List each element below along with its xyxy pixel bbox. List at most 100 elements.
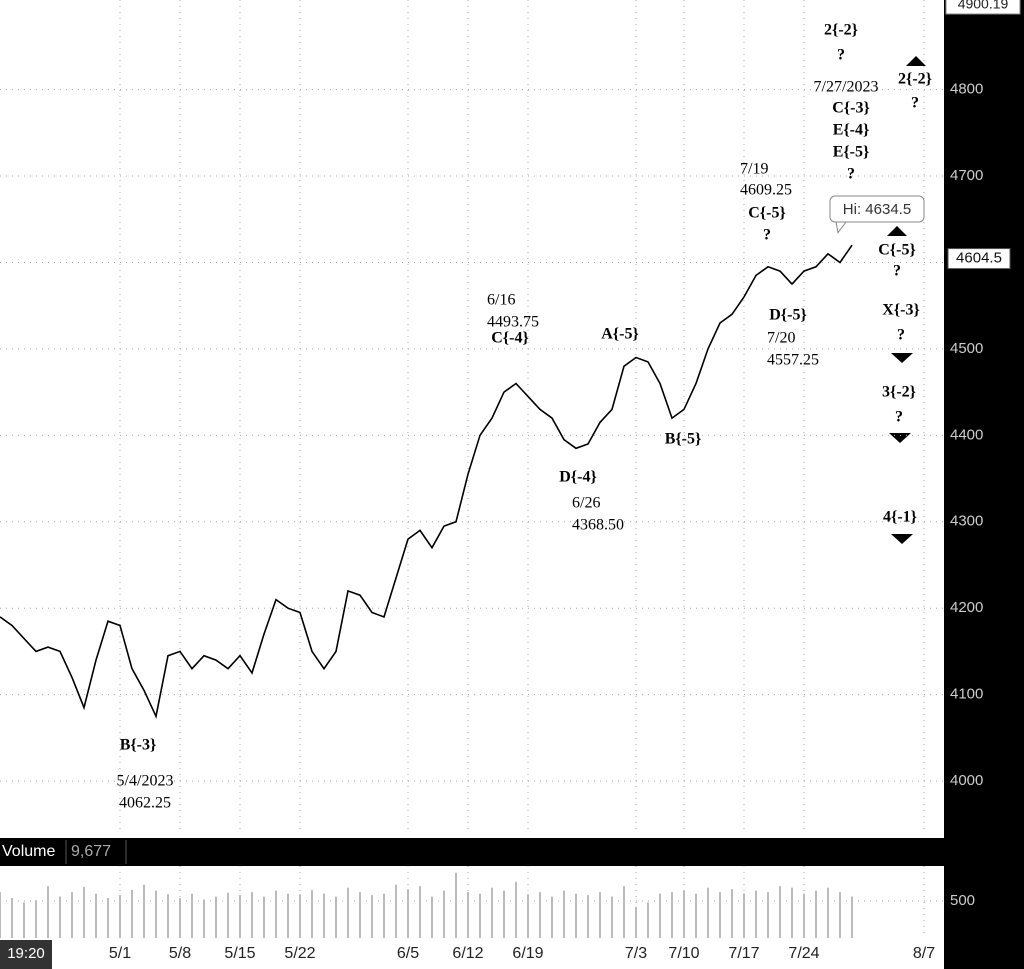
separator — [0, 830, 944, 838]
volume-bar — [587, 895, 589, 938]
volume-bar — [179, 898, 181, 938]
annotation: ? — [763, 227, 771, 244]
volume-bar — [239, 895, 241, 938]
top-price-label: 4900.19 — [958, 0, 1009, 12]
x-tick-label: 7/10 — [668, 945, 699, 962]
volume-bar — [395, 884, 397, 938]
volume-bar — [539, 892, 541, 938]
x-tick-label: 5/8 — [169, 945, 191, 962]
volume-bar — [11, 898, 13, 938]
high-label: Hi: 4634.5 — [843, 201, 911, 218]
annotation: 7/20 — [767, 330, 795, 347]
volume-bar — [647, 902, 649, 938]
volume-bar — [743, 893, 745, 938]
annotation: D{-5} — [769, 307, 807, 324]
volume-bar — [47, 886, 49, 938]
annotation: 3{-2} — [882, 384, 916, 401]
x-tick-label: 6/12 — [452, 945, 483, 962]
volume-bar — [455, 872, 457, 938]
arrow-up — [906, 56, 926, 66]
volume-bar — [371, 895, 373, 938]
volume-bar — [155, 890, 157, 938]
y-tick-label: 4700 — [950, 167, 983, 184]
x-tick-label: 8/7 — [913, 945, 935, 962]
volume-bar — [95, 893, 97, 938]
annotation: 4062.25 — [119, 795, 171, 812]
volume-bar — [83, 886, 85, 938]
volume-bar — [71, 892, 73, 938]
volume-bar — [251, 892, 253, 938]
annotation: ? — [895, 409, 903, 426]
time-label: 19:20 — [7, 945, 45, 962]
volume-bar — [635, 906, 637, 938]
volume-bar — [203, 899, 205, 938]
volume-bar — [263, 896, 265, 938]
volume-bar — [59, 896, 61, 938]
annotation: 7/19 — [740, 161, 768, 178]
volume-title: Volume — [2, 843, 55, 860]
annotation: C{-3} — [832, 100, 870, 117]
arrow-down — [891, 534, 913, 544]
annotation: ? — [893, 263, 901, 280]
volume-bar — [335, 896, 337, 938]
volume-bar — [575, 893, 577, 938]
annotation: B{-5} — [665, 431, 702, 448]
volume-bar — [419, 886, 421, 938]
x-tick-label: 6/19 — [512, 945, 543, 962]
volume-bar — [119, 895, 121, 938]
last-price-box — [947, 248, 1011, 270]
volume-bar — [623, 886, 625, 938]
y-tick-label: 4500 — [950, 340, 983, 357]
annotation: E{-5} — [833, 144, 870, 161]
volume-bar — [491, 887, 493, 938]
arrow-down — [891, 353, 913, 363]
time-box — [0, 940, 52, 969]
x-tick-label: 5/22 — [284, 945, 315, 962]
volume-bar — [791, 887, 793, 938]
arrow-up — [887, 226, 907, 236]
annotation: 2{-2} — [824, 22, 858, 39]
top-price-box — [945, 0, 1021, 15]
volume-bar — [827, 887, 829, 938]
volume-bar — [611, 896, 613, 938]
volume-bar — [215, 896, 217, 938]
volume-bar — [407, 889, 409, 938]
volume-bar — [707, 887, 709, 938]
volume-header — [0, 838, 944, 866]
volume-bar — [551, 896, 553, 938]
volume-bar — [299, 894, 301, 938]
volume-bar — [443, 890, 445, 938]
y-tick-label: 4800 — [950, 81, 983, 98]
y-tick-label: 4000 — [950, 772, 983, 789]
volume-bar — [347, 887, 349, 938]
annotation: 6/16 — [487, 292, 515, 309]
volume-bar — [311, 889, 313, 938]
volume-bar — [839, 892, 841, 938]
volume-bar — [695, 893, 697, 938]
volume-bar — [659, 893, 661, 938]
high-bubble — [829, 195, 925, 223]
volume-bar — [191, 893, 193, 938]
volume-bar — [671, 892, 673, 938]
volume-bar — [503, 890, 505, 938]
volume-bar — [515, 881, 517, 938]
x-tick-label: 5/1 — [109, 945, 131, 962]
volume-bar — [431, 896, 433, 938]
annotation: D{-4} — [559, 469, 597, 486]
volume-bar — [227, 892, 229, 938]
annotation: ? — [911, 95, 919, 112]
x-tick-label: 6/5 — [397, 945, 419, 962]
x-tick-label: 7/17 — [728, 945, 759, 962]
annotation: 4368.50 — [572, 517, 624, 534]
annotation: 4557.25 — [767, 352, 819, 369]
annotation: ? — [897, 327, 905, 344]
volume-bar — [275, 890, 277, 938]
annotation: X{-3} — [882, 302, 920, 319]
annotation: C{-5} — [748, 205, 786, 222]
annotation: 2{-2} — [898, 71, 932, 88]
volume-bar — [359, 892, 361, 938]
volume-bar — [467, 892, 469, 938]
annotation: C{-5} — [878, 242, 916, 259]
